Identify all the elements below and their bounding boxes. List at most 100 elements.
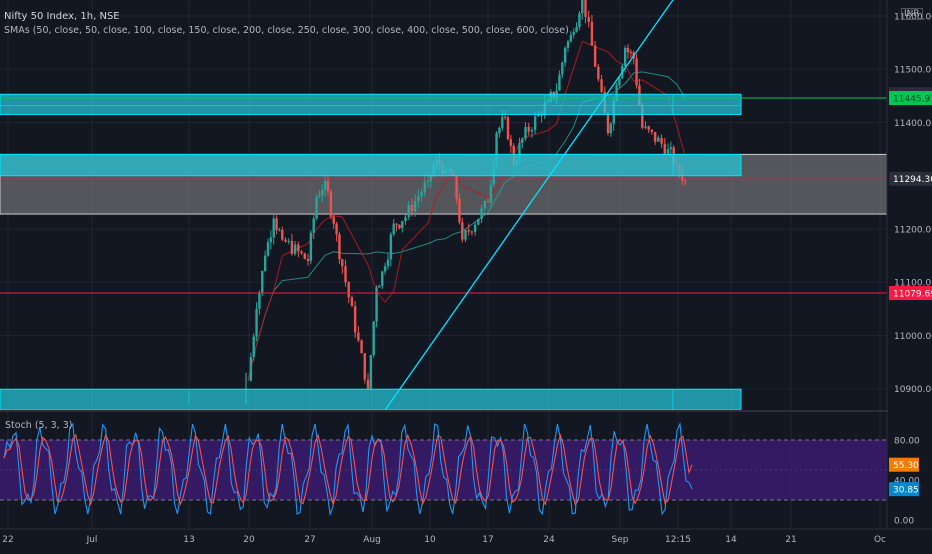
candle-body — [606, 113, 610, 134]
candle-body — [410, 204, 414, 212]
candle-body — [653, 131, 657, 142]
candle-body — [417, 196, 420, 202]
time-tick-label: Sep — [612, 535, 629, 545]
demand-supply-zone — [0, 153, 742, 177]
currency-badge[interactable]: INR — [901, 8, 923, 20]
candle-body — [429, 174, 433, 182]
stoch-tick-label: 40.00 — [894, 477, 920, 487]
candle-body — [347, 282, 350, 298]
time-tick-label: 22 — [2, 535, 13, 545]
candle-body — [261, 270, 264, 293]
candle-body — [629, 52, 633, 54]
candle-body — [600, 79, 603, 92]
price-tick-label: 11200.00 — [894, 225, 932, 235]
time-tick-label: 17 — [482, 535, 493, 545]
candle-body — [315, 197, 318, 219]
candle-body — [426, 181, 430, 183]
price-tick-label: 10900.00 — [894, 385, 932, 395]
candle-body — [666, 149, 670, 154]
time-tick-label: 10 — [424, 535, 436, 545]
price-tag-box — [889, 286, 932, 301]
candle-body — [272, 218, 275, 238]
time-tick-label: Aug — [363, 535, 381, 545]
price-tag: 11294.30 — [889, 171, 932, 186]
time-tick-label: 12:15 — [665, 535, 691, 545]
candle-body — [473, 224, 477, 232]
time-tick-label: 20 — [243, 535, 255, 545]
candle-body — [593, 45, 597, 67]
candle-body — [329, 191, 333, 217]
candle-body — [467, 230, 470, 232]
stoch-band — [0, 440, 887, 500]
candle-body — [341, 259, 344, 267]
candle-body — [461, 222, 464, 240]
candle-body — [275, 218, 278, 231]
candle-body — [650, 129, 654, 132]
candle-body — [278, 229, 281, 231]
candle-body — [386, 259, 390, 267]
candle-body — [644, 126, 647, 128]
candle-body — [503, 116, 507, 118]
candle-body — [404, 216, 407, 221]
candle-body — [635, 58, 638, 86]
stoch-tick-label: 0.00 — [894, 517, 914, 527]
candle-body — [477, 218, 480, 225]
candle-body — [663, 143, 666, 154]
candle-body — [369, 355, 373, 389]
candle-body — [420, 192, 423, 197]
candle-body — [284, 239, 287, 242]
price-tick-label: 11400.00 — [894, 119, 932, 129]
candle-body — [533, 116, 537, 131]
stoch-indicator-label[interactable]: Stoch (5, 3, 3) — [5, 420, 73, 431]
candle-body — [363, 353, 366, 380]
candle-body — [587, 16, 590, 22]
ascending-trendline — [384, 0, 674, 411]
candle-body — [335, 223, 338, 235]
price-tag-box — [889, 91, 932, 106]
candle-body — [252, 336, 255, 357]
price-tag-box — [889, 171, 932, 186]
candle-body — [383, 266, 387, 272]
candle-body — [509, 139, 513, 146]
candle-body — [401, 220, 404, 229]
candle-body — [300, 251, 303, 254]
price-tick-label: 11600.00 — [894, 12, 932, 22]
candle-body — [312, 218, 315, 233]
candle-body — [561, 62, 564, 75]
candle-body — [464, 230, 467, 240]
time-tick-label: 14 — [725, 535, 737, 545]
candle-body — [486, 201, 490, 203]
candle-body — [530, 130, 534, 132]
sma-indicator-label[interactable]: SMAs (50, close, 50, close, 100, close, … — [4, 25, 569, 36]
time-tick-label: 13 — [183, 535, 194, 545]
candle-body — [375, 287, 378, 322]
stoch-k-line — [3, 421, 693, 517]
candle-body — [572, 31, 575, 35]
candle-body — [683, 180, 687, 182]
candle-body — [360, 340, 363, 354]
candle-body — [623, 47, 627, 67]
price-tag: 11445.91 — [889, 91, 932, 106]
candle-body — [398, 224, 401, 229]
candle-body — [506, 117, 510, 140]
time-tick-label: 27 — [304, 535, 315, 545]
time-axis-background — [0, 529, 932, 550]
candle-body — [590, 21, 594, 46]
candle-body — [423, 181, 426, 193]
candle-body — [395, 223, 398, 225]
candle-body — [381, 271, 384, 286]
candle-body — [581, 0, 584, 14]
candle-body — [290, 240, 294, 254]
candle-body — [480, 208, 483, 219]
candle-body — [350, 297, 354, 307]
candle-body — [618, 78, 621, 86]
candle-body — [392, 223, 395, 235]
time-tick-label: Jul — [86, 535, 98, 545]
candle-body — [495, 133, 498, 164]
time-tick-label: 21 — [785, 535, 796, 545]
candle-body — [558, 74, 561, 91]
sma-slow-line — [247, 71, 686, 381]
price-tag: 11079.69 — [889, 286, 932, 301]
candle-body — [458, 198, 461, 223]
